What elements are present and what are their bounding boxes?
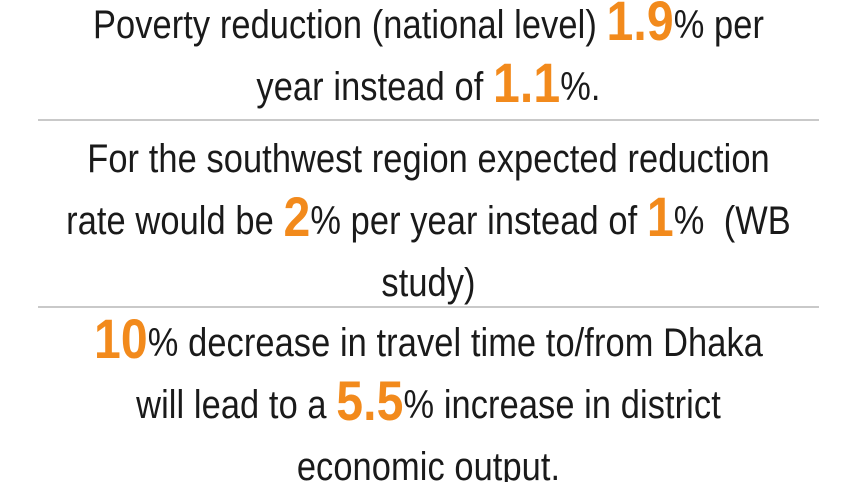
text-segment: % decrease in travel time to/from Dhaka bbox=[147, 321, 763, 365]
text-line: economic output. bbox=[60, 436, 797, 482]
highlight-figure: 1.9 bbox=[606, 0, 674, 52]
highlight-figure: 1.1 bbox=[493, 51, 561, 114]
text-line: study) bbox=[60, 252, 797, 314]
text-line: Poverty reduction (national level) 1.9% … bbox=[60, 0, 797, 56]
text-segment: % increase in district bbox=[403, 383, 721, 427]
text-segment: Poverty reduction (national level) bbox=[92, 3, 607, 47]
highlight-figure: 10 bbox=[94, 307, 148, 370]
text-segment: % per year instead of bbox=[310, 199, 647, 243]
text-segment: will lead to a bbox=[136, 383, 337, 427]
fact-poverty-reduction-national: Poverty reduction (national level) 1.9% … bbox=[60, 0, 797, 118]
highlight-figure: 1 bbox=[646, 185, 674, 248]
text-line: will lead to a 5.5% increase in district bbox=[60, 373, 797, 436]
highlight-figure: 5.5 bbox=[336, 369, 404, 432]
text-segment: % (WB bbox=[673, 199, 791, 243]
text-line: year instead of 1.1%. bbox=[60, 55, 797, 118]
text-segment: rate would be bbox=[66, 199, 284, 243]
text-segment: %. bbox=[560, 65, 601, 109]
text-segment: % per bbox=[673, 3, 765, 47]
text-line: For the southwest region expected reduct… bbox=[60, 128, 797, 190]
text-segment: year instead of bbox=[256, 65, 494, 109]
text-segment: For the southwest region expected reduct… bbox=[87, 137, 770, 181]
text-line: rate would be 2% per year instead of 1% … bbox=[60, 189, 797, 252]
highlight-figure: 2 bbox=[283, 185, 311, 248]
fact-southwest-reduction: For the southwest region expected reduct… bbox=[60, 128, 797, 314]
text-line: 10% decrease in travel time to/from Dhak… bbox=[60, 311, 797, 374]
text-segment: study) bbox=[381, 261, 476, 305]
section-divider bbox=[38, 119, 819, 121]
fact-travel-time-output: 10% decrease in travel time to/from Dhak… bbox=[60, 311, 797, 482]
section-divider bbox=[38, 306, 819, 308]
text-segment: economic output. bbox=[296, 445, 561, 482]
